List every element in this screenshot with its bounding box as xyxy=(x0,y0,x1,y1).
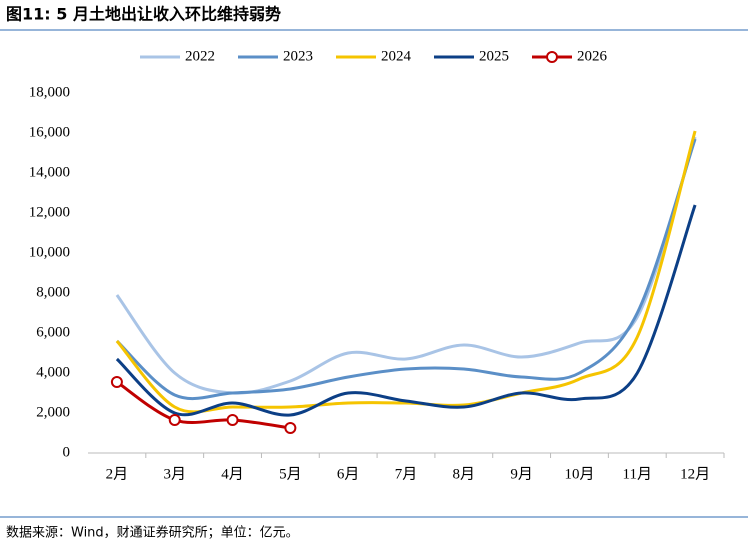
x-tick-label: 9月 xyxy=(510,466,533,482)
x-tick-label: 5月 xyxy=(279,466,302,482)
legend-label: 2024 xyxy=(381,48,412,64)
y-tick-label: 10,000 xyxy=(29,244,70,260)
series-line xyxy=(115,204,697,417)
x-tick-label: 7月 xyxy=(395,466,418,482)
y-tick-label: 0 xyxy=(63,444,71,460)
y-tick-label: 16,000 xyxy=(29,124,70,140)
y-tick-label: 14,000 xyxy=(29,164,70,180)
y-tick-label: 18,000 xyxy=(29,84,70,100)
x-tick-label: 3月 xyxy=(163,466,186,482)
x-tick-label: 6月 xyxy=(337,466,360,482)
source-note: 数据来源：Wind，财通证券研究所；单位：亿元。 xyxy=(6,525,299,541)
x-tick-label: 11月 xyxy=(623,466,652,482)
legend-marker xyxy=(546,51,558,63)
y-tick-label: 8,000 xyxy=(36,284,70,300)
x-tick-label: 2月 xyxy=(106,466,129,482)
series-line xyxy=(115,138,697,400)
x-tick-label: 10月 xyxy=(564,466,594,482)
x-tick-label: 4月 xyxy=(221,466,244,482)
y-tick-label: 2,000 xyxy=(36,404,70,420)
series-marker xyxy=(110,376,123,388)
y-tick-label: 6,000 xyxy=(36,324,70,340)
legend-label: 2022 xyxy=(185,48,215,64)
legend-label: 2026 xyxy=(577,48,608,64)
series-marker xyxy=(284,422,297,434)
series-marker xyxy=(168,414,181,426)
x-tick-label: 8月 xyxy=(453,466,476,482)
y-tick-label: 12,000 xyxy=(29,204,70,220)
legend-label: 2023 xyxy=(283,48,313,64)
series-line xyxy=(116,380,291,430)
chart-title: 图11: 5 月土地出让收入环比维持弱势 xyxy=(6,5,281,24)
x-tick-label: 12月 xyxy=(680,466,710,482)
series-marker xyxy=(226,414,239,426)
y-tick-label: 4,000 xyxy=(36,364,70,380)
legend-label: 2025 xyxy=(479,48,509,64)
